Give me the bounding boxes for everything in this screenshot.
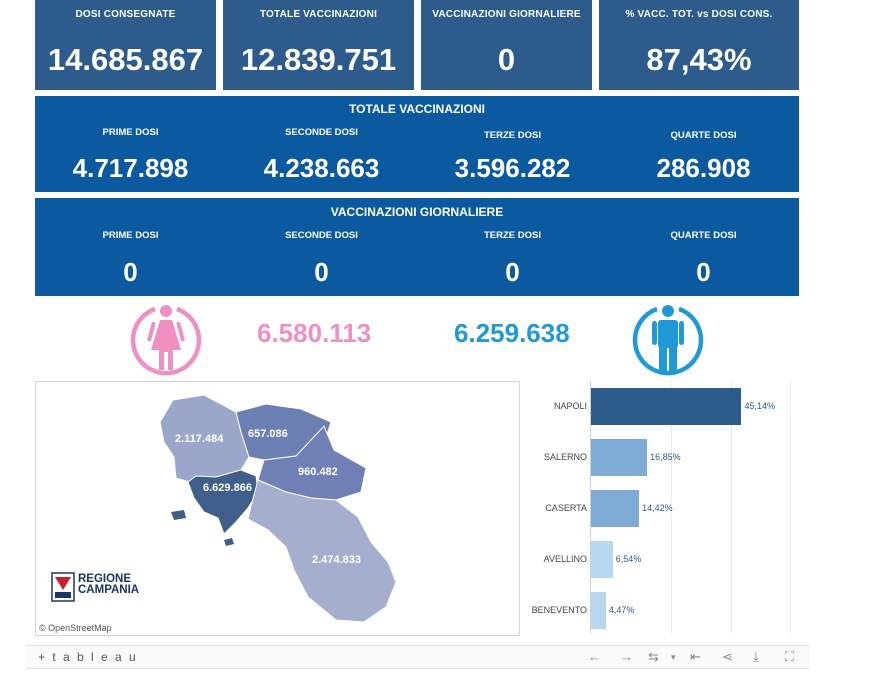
bar-benevento[interactable] (591, 592, 606, 629)
undo-icon[interactable]: ← (588, 649, 601, 664)
bar-value-benevento: 4,47% (608, 604, 635, 615)
logo-text: REGIONE CAMPANIA (78, 573, 140, 596)
map-credit: © OpenStreetMap (39, 623, 112, 633)
kpi-value: 87,43% (646, 42, 752, 77)
cell-value: 0 (696, 257, 711, 287)
kpi-value: 0 (497, 42, 516, 77)
chevron-down-icon[interactable]: ▾ (671, 652, 676, 662)
male-vaccinations-value: 6.259.638 (454, 318, 570, 348)
island-capri (224, 538, 234, 546)
kpi-label: TOTALE VACCINAZIONI (259, 9, 378, 20)
map-label-caserta: 2.117.484 (175, 433, 224, 445)
province-salerno[interactable] (247, 479, 397, 623)
bar-value-salerno: 16,85% (650, 451, 681, 462)
totale-terze-dosi: TERZE DOSI 3.596.282 (417, 130, 608, 184)
cell-label: SECONDE DOSI (285, 127, 358, 138)
female-vaccinations-value: 6.580.113 (257, 318, 372, 348)
bar-label-avellino: AVELLINO (543, 553, 587, 564)
cell-value: 3.596.282 (454, 153, 571, 183)
share-icon[interactable]: ⋖ (722, 649, 733, 664)
cell-value: 4.238.663 (263, 153, 380, 183)
kpi-totale-vaccinazioni: TOTALE VACCINAZIONI 12.839.751 (223, 0, 414, 90)
kpi-value: 12.839.751 (240, 42, 397, 77)
island-ischia (171, 510, 186, 520)
map-label-salerno: 2.474.833 (312, 554, 361, 566)
vaccinazioni-giornaliere-panel: VACCINAZIONI GIORNALIERE PRIME DOSI 0 SE… (35, 198, 799, 296)
panel-title: VACCINAZIONI GIORNALIERE (330, 205, 504, 219)
totale-vaccinazioni-panel: TOTALE VACCINAZIONI PRIME DOSI 4.717.898… (35, 96, 799, 192)
campania-map[interactable]: 2.117.484 657.086 960.482 6.629.866 2.47… (35, 381, 520, 636)
gridline (731, 381, 732, 633)
giornaliere-prime-dosi: PRIME DOSI 0 (35, 230, 226, 288)
bar-label-benevento: BENEVENTO (531, 604, 587, 615)
cell-value: 0 (314, 257, 329, 287)
kpi-label: VACCINAZIONI GIORNALIERE (432, 9, 581, 20)
totale-quarte-dosi: QUARTE DOSI 286.908 (608, 130, 799, 184)
map-label-benevento: 657.086 (248, 428, 288, 440)
kpi-percentuale: % VACC. TOT. vs DOSI CONS. 87,43% (599, 0, 799, 90)
panel-title: TOTALE VACCINAZIONI (349, 102, 485, 116)
gridline (790, 381, 791, 633)
download-icon[interactable]: ⤓ (753, 649, 759, 664)
cell-value: 0 (505, 257, 520, 287)
logo-line-1: REGIONE (78, 573, 132, 585)
kpi-label: DOSI CONSEGNATE (75, 9, 176, 20)
kpi-dosi-consegnate: DOSI CONSEGNATE 14.685.867 (35, 0, 216, 90)
kpi-vaccinazioni-giornaliere: VACCINAZIONI GIORNALIERE 0 (421, 0, 592, 90)
cell-label: SECONDE DOSI (285, 230, 358, 241)
cell-label: QUARTE DOSI (670, 230, 737, 241)
bar-napoli[interactable] (591, 388, 742, 425)
fullscreen-icon[interactable]: ⛶ (785, 649, 795, 664)
tableau-toolbar: + t a b l e a u ← → ⇆ ▾ ⇤ ⋖ ⤓ ⛶ (26, 645, 809, 669)
female-person-icon (130, 305, 202, 376)
map-label-avellino: 960.482 (298, 466, 338, 478)
cell-label: PRIME DOSI (102, 127, 159, 138)
cell-value: 0 (123, 257, 138, 287)
regione-campania-logo: REGIONE CAMPANIA (51, 572, 139, 607)
map-label-napoli: 6.629.866 (203, 482, 252, 494)
bar-caserta[interactable] (591, 490, 640, 527)
revert-icon[interactable]: ⇆ (648, 649, 659, 664)
totale-prime-dosi: PRIME DOSI 4.717.898 (35, 127, 226, 184)
redo-icon[interactable]: → (620, 649, 633, 664)
cell-value: 4.717.898 (72, 153, 189, 183)
province-napoli[interactable] (187, 469, 259, 535)
bar-value-napoli: 45,14% (744, 400, 775, 411)
tableau-logo[interactable]: + t a b l e a u (38, 650, 138, 664)
cell-label: PRIME DOSI (102, 230, 159, 241)
giornaliere-seconde-dosi: SECONDE DOSI 0 (226, 230, 417, 288)
bar-label-salerno: SALERNO (543, 451, 587, 462)
province-bar-chart: NAPOLI 45,14% SALERNO 16,85% CASERTA 14,42% AV… (520, 381, 810, 634)
bar-salerno[interactable] (591, 439, 648, 476)
totale-seconde-dosi: SECONDE DOSI 4.238.663 (226, 127, 417, 184)
giornaliere-terze-dosi: TERZE DOSI 0 (417, 230, 608, 288)
giornaliere-quarte-dosi: QUARTE DOSI 0 (608, 230, 799, 288)
regione-campania-emblem-icon (51, 572, 75, 602)
province-shapes[interactable] (36, 382, 519, 635)
kpi-value: 14.685.867 (47, 42, 204, 77)
logo-line-2: CAMPANIA (78, 584, 140, 596)
cell-value: 286.908 (656, 153, 751, 183)
bar-label-caserta: CASERTA (545, 502, 587, 513)
gridline (671, 381, 672, 633)
bar-label-napoli: NAPOLI (553, 400, 587, 411)
bar-value-caserta: 14,42% (642, 502, 673, 513)
bar-avellino[interactable] (591, 541, 613, 578)
revert-all-icon[interactable]: ⇤ (690, 649, 701, 664)
cell-label: TERZE DOSI (483, 230, 541, 241)
kpi-label: % VACC. TOT. vs DOSI CONS. (625, 9, 773, 20)
cell-label: QUARTE DOSI (670, 130, 737, 141)
male-person-icon (632, 305, 704, 376)
cell-label: TERZE DOSI (483, 130, 541, 141)
bar-value-avellino: 6,54% (615, 553, 642, 564)
axis-line (590, 381, 591, 633)
